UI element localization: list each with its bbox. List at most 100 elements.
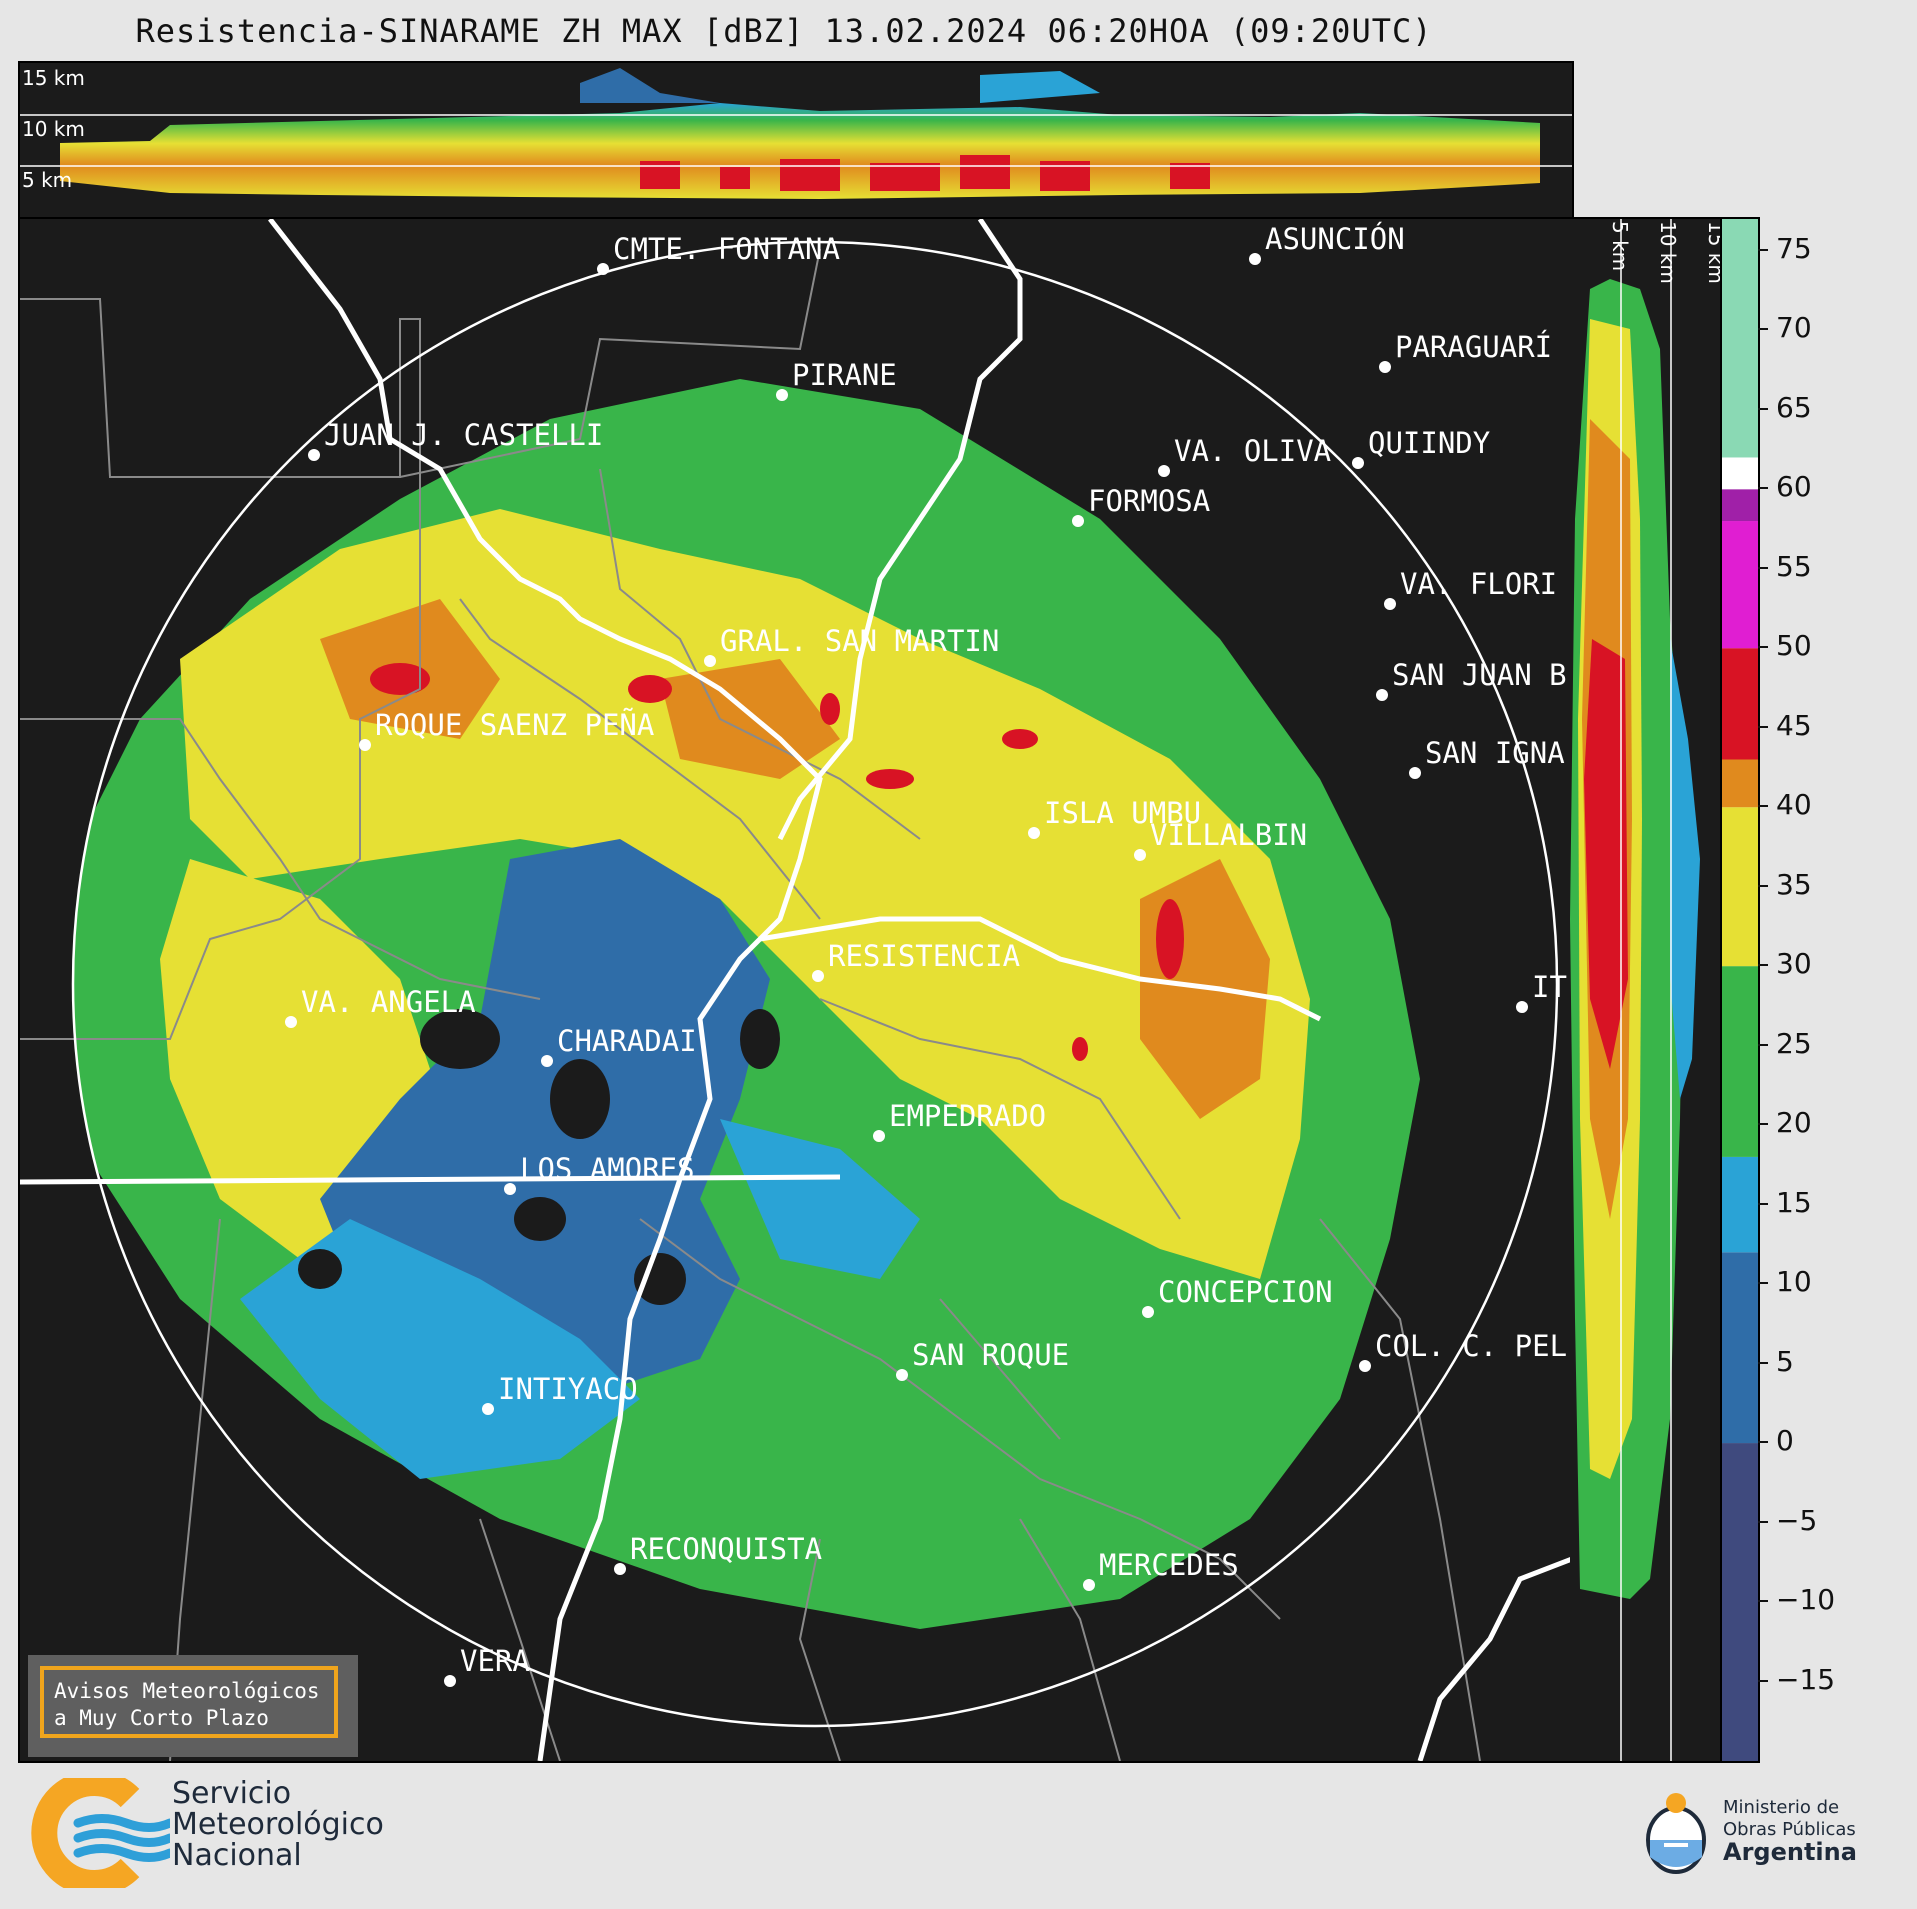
colorbar-tick-label: 30 [1776, 947, 1812, 981]
province-boundaries [20, 248, 1481, 1761]
colorbar-tick-label: 65 [1776, 390, 1812, 424]
city-label: VERA [460, 1644, 530, 1678]
side-km-label-10: 10 km [1656, 221, 1680, 284]
smn-logo: Servicio Meteorológico Nacional [30, 1770, 450, 1896]
gov-text-line-1: Ministerio de [1723, 1797, 1840, 1818]
city-label: FORMOSA [1088, 484, 1210, 518]
colorbar-bands [1722, 219, 1758, 1761]
colorbar-tick-label: 55 [1776, 549, 1812, 583]
top-km-label-10: 10 km [22, 117, 85, 141]
city-label: CMTE. FONTANA [613, 232, 840, 266]
city-label: EMPEDRADO [889, 1099, 1046, 1133]
colorbar-band [1722, 1156, 1758, 1253]
smn-text-line-1: Servicio [172, 1776, 292, 1811]
colorbar-tick-label: 5 [1776, 1344, 1794, 1378]
colorbar-tick-label: 60 [1776, 470, 1812, 504]
city-label: RESISTENCIA [828, 939, 1020, 973]
colorbar-band [1722, 219, 1758, 458]
colorbar-band [1722, 489, 1758, 522]
smn-text-line-2: Meteorológico [172, 1807, 384, 1842]
city-label: ASUNCIÓN [1265, 222, 1405, 256]
city-label: RECONQUISTA [630, 1532, 822, 1566]
city-label: CONCEPCION [1158, 1275, 1333, 1309]
city-marker [1249, 253, 1261, 265]
colorbar-tick-label: 15 [1776, 1185, 1812, 1219]
city-marker [896, 1369, 908, 1381]
smn-sun-icon [31, 1770, 175, 1896]
city-marker [1376, 689, 1388, 701]
argentina-seal-icon [1646, 1793, 1706, 1874]
colorbar-tick-label: 40 [1776, 788, 1812, 822]
city-label: PARAGUARÍ [1395, 330, 1552, 364]
city-marker [1142, 1306, 1154, 1318]
side-cross-section-echoes [1570, 219, 1700, 1761]
colorbar-tick-label: −15 [1776, 1662, 1836, 1696]
city-marker [482, 1403, 494, 1415]
colorbar-band [1722, 521, 1758, 649]
colorbar-tick-label: 20 [1776, 1106, 1812, 1140]
dbz-colorbar [1720, 217, 1760, 1763]
city-label: IT [1532, 970, 1567, 1004]
map-title: Resistencia-SINARAME ZH MAX [dBZ] 13.02.… [135, 12, 1433, 50]
city-marker [1384, 598, 1396, 610]
colorbar-ticks: 75 70 65 60 55 50 45 40 35 30 25 20 15 10 5 0 −5 −10 −15 [1758, 217, 1908, 1759]
colorbar-tick-label: 10 [1776, 1265, 1812, 1299]
city-marker [1379, 361, 1391, 373]
colorbar-tick-label: 75 [1776, 231, 1812, 265]
gov-text-line-3: Argentina [1723, 1838, 1857, 1866]
city-label: MERCEDES [1099, 1548, 1239, 1582]
city-label: SAN IGNA [1425, 736, 1565, 770]
city-label: QUIINDY [1368, 426, 1490, 460]
colorbar-band [1722, 1252, 1758, 1444]
city-marker [1072, 515, 1084, 527]
colorbar-tick-label: 25 [1776, 1026, 1812, 1060]
colorbar-band [1722, 648, 1758, 760]
city-label: VA. FLORI [1400, 567, 1557, 601]
top-cross-section-echoes [20, 68, 1572, 199]
colorbar-tick-label: −5 [1776, 1503, 1818, 1537]
city-marker [444, 1675, 456, 1687]
city-marker [285, 1016, 297, 1028]
city-label: INTIYACO [498, 1372, 638, 1406]
colorbar-tick-label: 35 [1776, 867, 1812, 901]
side-km-label-5: 5 km [1608, 221, 1632, 272]
city-label: SAN JUAN B [1392, 658, 1567, 692]
city-marker [812, 970, 824, 982]
city-label: VA. OLIVA [1174, 434, 1331, 468]
city-marker [1352, 457, 1364, 469]
smn-text-line-3: Nacional [172, 1838, 302, 1873]
city-label: VA. ANGELA [301, 985, 476, 1019]
radar-map: CMTE. FONTANA ASUNCIÓN PARAGUARÍ PIRANE JUAN… [20, 219, 1572, 1761]
radar-map-panel: CMTE. FONTANA ASUNCIÓN PARAGUARÍ PIRANE JUAN… [18, 217, 1574, 1763]
colorbar-tick-label: 0 [1776, 1424, 1794, 1458]
city-marker [504, 1183, 516, 1195]
colorbar-tick-label: 45 [1776, 708, 1812, 742]
city-label: ROQUE SAENZ PEÑA [375, 708, 654, 742]
city-marker [873, 1130, 885, 1142]
city-label: SAN ROQUE [912, 1338, 1069, 1372]
city-marker [1359, 1360, 1371, 1372]
top-km-label-15: 15 km [22, 66, 85, 90]
city-marker [597, 263, 609, 275]
city-label: LOS AMORES [520, 1152, 695, 1186]
avisos-line-2: a Muy Corto Plazo [54, 1706, 269, 1730]
rivers [20, 219, 1572, 1761]
side-cross-section-panel: 5 km 10 km 15 km [1570, 217, 1722, 1763]
city-marker [1158, 465, 1170, 477]
city-marker [1134, 849, 1146, 861]
city-markers: CMTE. FONTANA ASUNCIÓN PARAGUARÍ PIRANE JUAN… [285, 222, 1567, 1687]
colorbar-band [1722, 807, 1758, 967]
city-marker [1083, 1579, 1095, 1591]
colorbar-band [1722, 966, 1758, 1157]
city-label: PIRANE [792, 358, 897, 392]
city-label: GRAL. SAN MARTIN [720, 624, 999, 658]
city-label: COL. C. PEL [1375, 1329, 1567, 1363]
colorbar-band [1722, 1443, 1758, 1761]
gov-text-line-2: Obras Públicas [1723, 1819, 1856, 1840]
city-marker [776, 389, 788, 401]
top-cross-section-panel: 15 km 10 km 5 km [18, 61, 1574, 221]
top-km-label-5: 5 km [22, 168, 73, 192]
city-marker [1516, 1001, 1528, 1013]
avisos-badge[interactable]: Avisos Meteorológicos a Muy Corto Plazo [28, 1655, 358, 1757]
city-label: VILLALBIN [1150, 818, 1307, 852]
